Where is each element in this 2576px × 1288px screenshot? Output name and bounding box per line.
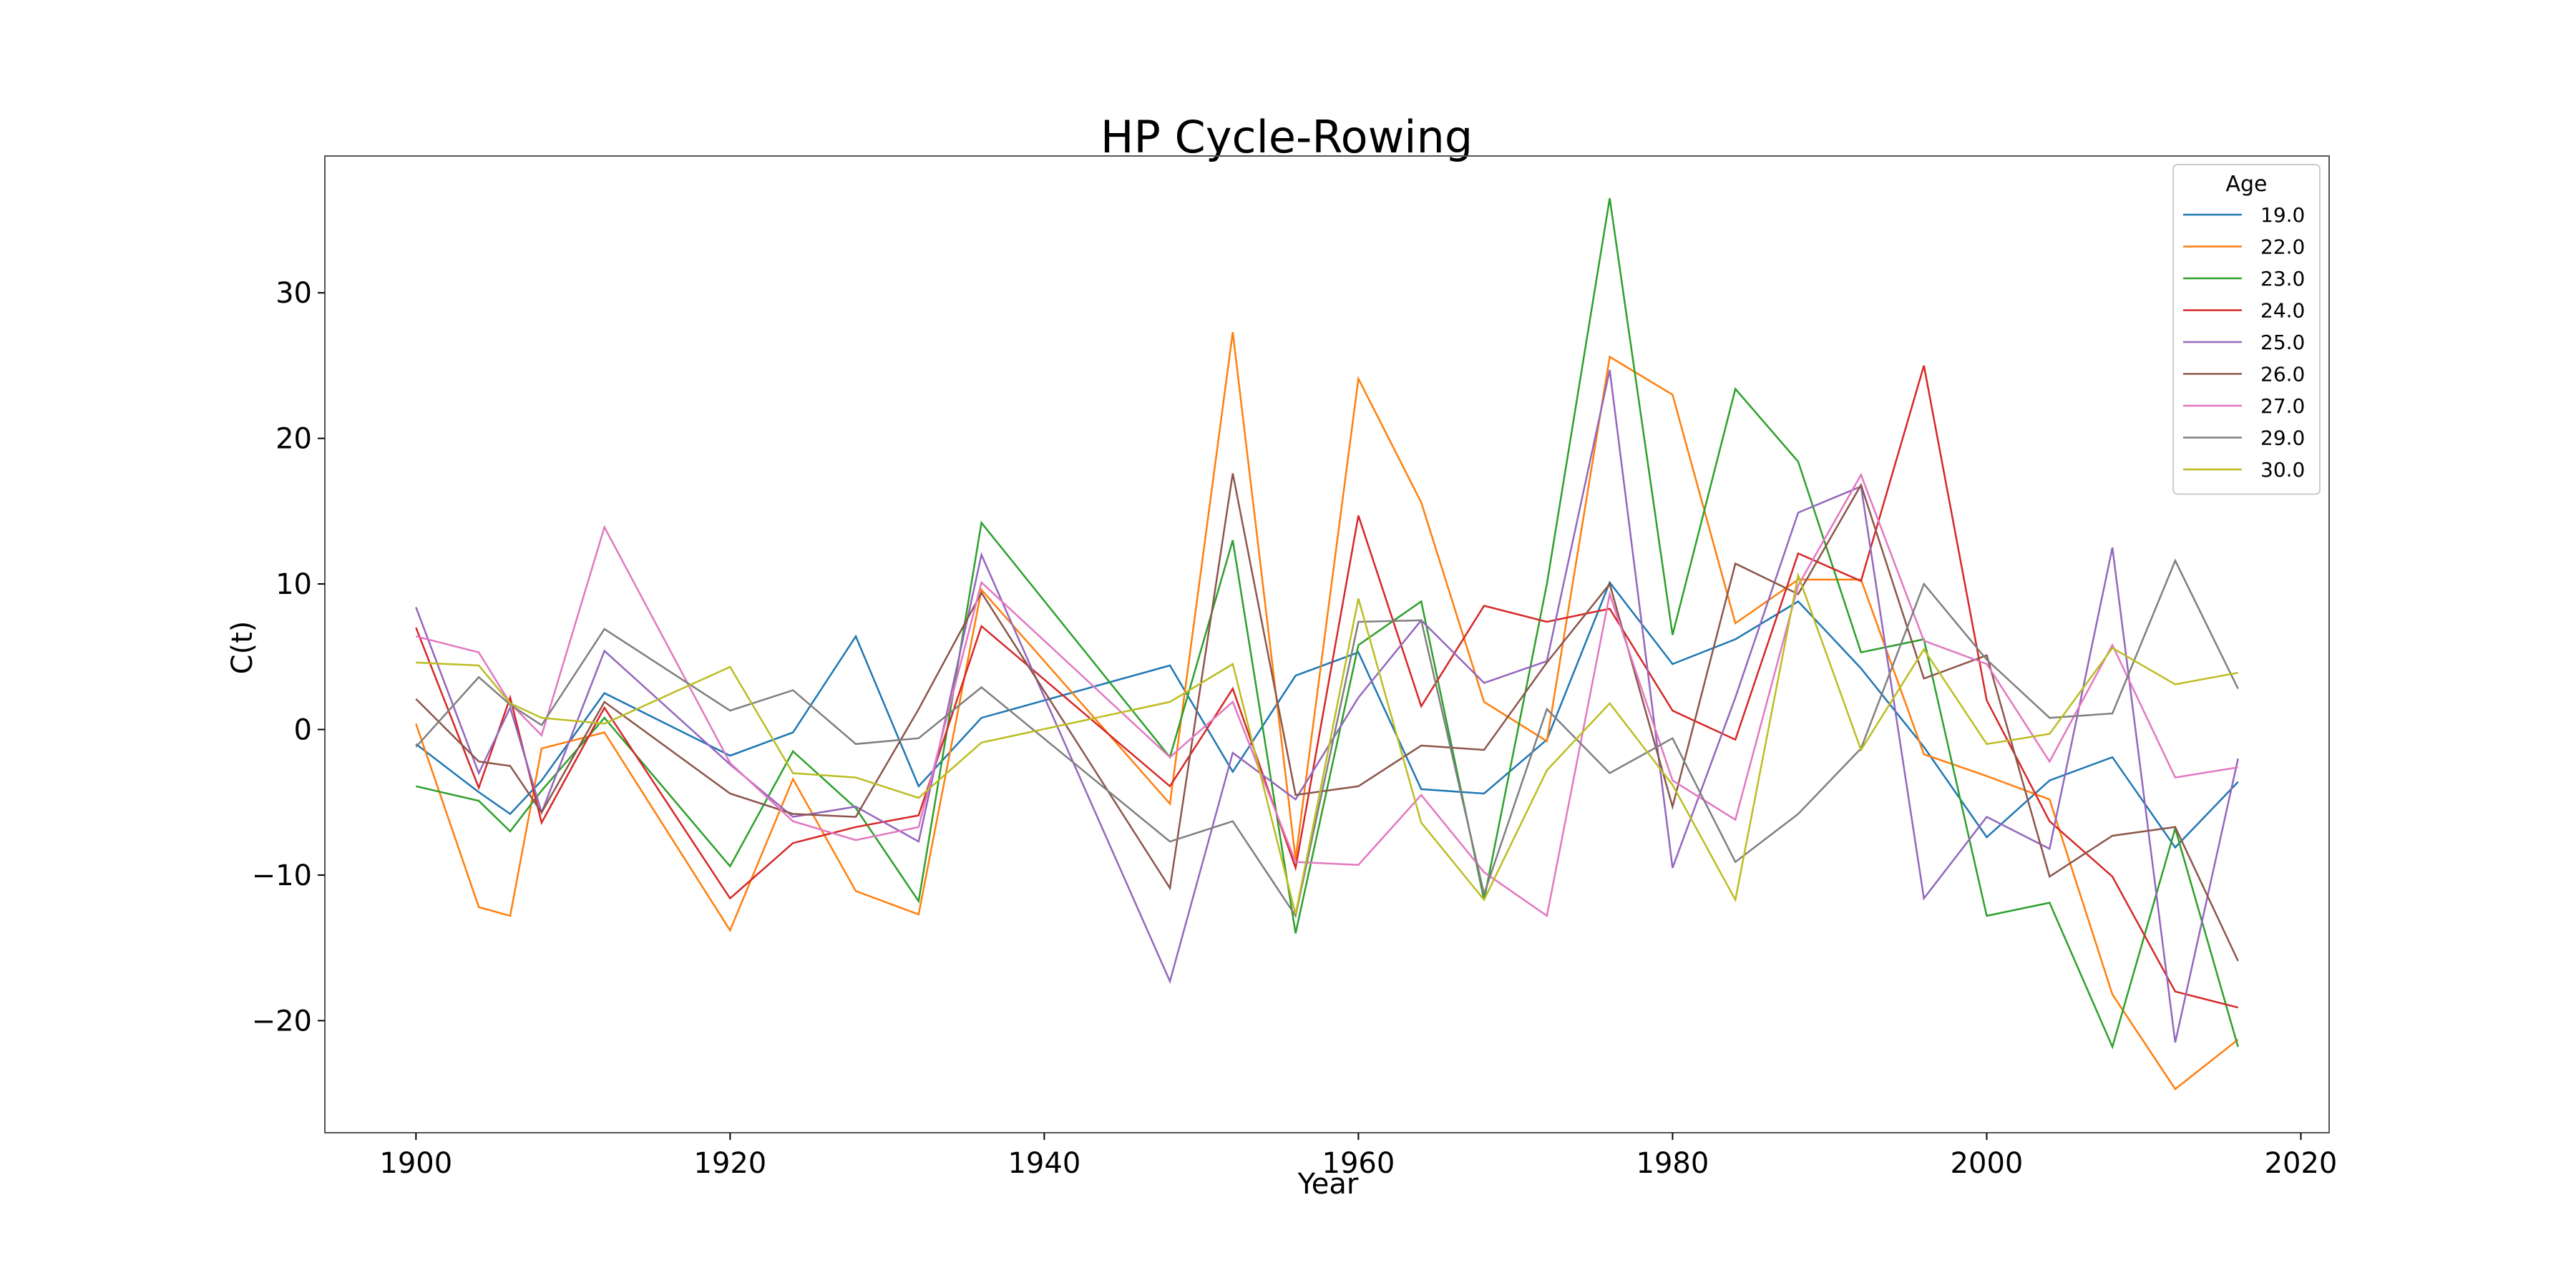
x-tick-label: 1960 bbox=[1322, 1147, 1395, 1180]
series-line-1 bbox=[415, 331, 2239, 1091]
legend-label-5: 26.0 bbox=[2260, 363, 2305, 386]
x-tick-label: 2000 bbox=[1951, 1147, 2024, 1180]
series-line-0 bbox=[415, 580, 2239, 849]
y-tick-label: 10 bbox=[275, 568, 312, 601]
legend-label-2: 23.0 bbox=[2260, 267, 2305, 291]
legend-label-7: 29.0 bbox=[2260, 426, 2305, 450]
legend-label-6: 27.0 bbox=[2260, 394, 2305, 418]
legend-label-1: 22.0 bbox=[2260, 235, 2305, 259]
series-line-2 bbox=[416, 197, 2239, 1050]
x-tick-label: 1980 bbox=[1636, 1147, 1709, 1180]
y-tick-label: 20 bbox=[275, 423, 312, 456]
x-axis-label: Year bbox=[1297, 1168, 1359, 1201]
x-tick-label: 1900 bbox=[379, 1147, 452, 1180]
y-axis-ticks: −20 −10 0 10 20 30 bbox=[252, 277, 325, 1038]
chart-title: HP Cycle-Rowing bbox=[1101, 111, 1473, 163]
series-line-7 bbox=[415, 558, 2239, 919]
series-line-3 bbox=[415, 365, 2239, 1009]
x-tick-label: 2020 bbox=[2265, 1147, 2338, 1180]
series-line-5 bbox=[415, 473, 2239, 962]
y-tick-label: −10 bbox=[252, 859, 312, 892]
y-axis-label: C(t) bbox=[226, 621, 259, 675]
y-tick-label: −20 bbox=[252, 1005, 312, 1038]
legend-label-3: 24.0 bbox=[2260, 299, 2305, 323]
legend-title: Age bbox=[2225, 172, 2267, 197]
legend-label-8: 30.0 bbox=[2260, 458, 2305, 482]
series-line-4 bbox=[415, 369, 2239, 1043]
plot-area-frame bbox=[324, 155, 2330, 1133]
series-lines bbox=[415, 197, 2239, 1091]
series-line-6 bbox=[415, 472, 2238, 918]
x-tick-label: 1940 bbox=[1008, 1147, 1080, 1180]
y-tick-label: 30 bbox=[275, 277, 312, 310]
legend: Age 19.0 22.0 23.0 24.0 25.0 26.0 27.0 29.0 30.0 bbox=[2172, 164, 2321, 495]
legend-label-4: 25.0 bbox=[2260, 331, 2305, 354]
series-line-8 bbox=[416, 572, 2238, 915]
y-tick-label: 0 bbox=[294, 714, 312, 747]
x-axis-ticks: 1900 1920 1940 1960 1980 2000 2020 bbox=[379, 1133, 2337, 1180]
legend-label-0: 19.0 bbox=[2260, 203, 2305, 227]
x-tick-label: 1920 bbox=[693, 1147, 766, 1180]
